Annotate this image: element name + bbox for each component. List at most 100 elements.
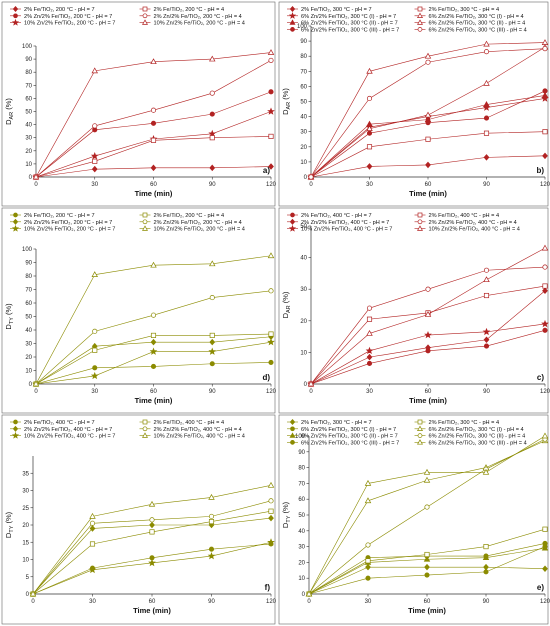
- data-point: [29, 590, 37, 597]
- data-point: [424, 311, 432, 317]
- legend-entry: 2% Zn/2% Fe/TiO₂, 400 °C - pH = 4: [139, 426, 242, 433]
- legend-marker: [142, 219, 148, 225]
- legend-marker: [290, 440, 295, 445]
- legend-label: 6% Zn/2% Fe/TiO₂, 300 °C (II) - pH = 4: [429, 434, 526, 440]
- x-axis-title: Time (min): [133, 606, 171, 615]
- legend-entry: 2% Fe/TiO₂, 300 °C - pH = 4: [414, 419, 499, 426]
- panel-frame: [278, 207, 549, 414]
- y-axis-title: DTY (%): [4, 511, 15, 538]
- y-tick-label: 30: [300, 287, 307, 293]
- legend-label: 2% Fe/TiO₂, 300 °C - pH = 4: [429, 7, 500, 13]
- legend-label: 2% Fe/TiO₂, 400 °C - pH = 7: [301, 213, 372, 219]
- data-point: [208, 493, 215, 500]
- legend-label: 2% Fe/TiO₂, 400 °C - pH = 4: [154, 420, 225, 426]
- data-point: [91, 165, 98, 173]
- y-tick-label: 50: [298, 513, 305, 519]
- y-tick-label: 40: [300, 256, 307, 262]
- y-tick-label: 40: [298, 529, 305, 535]
- legend-label: 6% Zn/2% Fe/TiO₂, 300 °C (I) - pH = 4: [429, 14, 524, 20]
- legend-entry: 10% Zn/2% Fe/TiO₂, 200 °C - pH = 4: [139, 225, 245, 233]
- legend-entry: 6% Zn/2% Fe/TiO₂, 300 °C (III) - pH = 4: [414, 27, 527, 33]
- data-point: [541, 432, 549, 439]
- y-tick-label: 30: [25, 342, 32, 348]
- x-tick-label: 0: [309, 389, 313, 395]
- y-tick-label: 100: [297, 24, 308, 30]
- legend-entry: 10% Zn/2% Fe/TiO₂, 400 °C - pH = 4: [414, 225, 520, 233]
- series-6: [32, 252, 275, 387]
- legend-entry: 10% Zn/2% Fe/TiO₂, 200 °C - pH = 4: [139, 19, 245, 27]
- legend-marker: [142, 419, 148, 425]
- legend-label: 6% Zn/2% Fe/TiO₂, 300 °C (III) - pH = 4: [429, 27, 527, 33]
- data-point: [207, 552, 216, 560]
- data-point: [366, 144, 373, 150]
- y-tick-label: 30: [300, 130, 307, 136]
- data-point: [149, 529, 155, 535]
- x-tick-label: 90: [483, 389, 490, 395]
- data-point: [542, 540, 548, 546]
- data-point: [366, 125, 373, 132]
- legend-entry: 6% Zn/2% Fe/TiO₂, 300 °C (III) - pH = 4: [414, 439, 527, 446]
- data-point: [150, 137, 157, 143]
- series-line: [308, 440, 546, 595]
- y-tick-label: 10: [298, 576, 305, 582]
- data-point: [483, 292, 490, 299]
- legend-entry: 2% Zn/2% Fe/TiO₂, 200 °C - pH = 4: [139, 219, 242, 226]
- data-point: [365, 563, 371, 571]
- chart-panel-a: 0 30 60 90 120 0 10 20 30 40 50 60 70 80 90 100 Time (mi…: [1, 1, 277, 207]
- series-6: [29, 481, 275, 597]
- legend-entry: 6% Zn/2% Fe/TiO₂, 300 °C (II) - pH = 4: [414, 19, 525, 27]
- legend-entry: 2% Fe/TiO₂, 300 °C - pH = 7: [287, 5, 372, 13]
- legend-label: 2% Fe/TiO₂, 300 °C - pH = 7: [301, 7, 372, 13]
- y-tick-label: 70: [25, 288, 32, 294]
- data-point: [89, 541, 96, 547]
- y-tick-label: 20: [25, 149, 32, 155]
- chart-panel-c: 0 30 60 90 120 0 10 20 30 40 50 Time (min) DAR (%) c)…: [278, 207, 550, 414]
- legend-label: 2% Zn/2% Fe/TiO₂, 400 °C - pH = 4: [429, 220, 517, 226]
- legend-label: 6% Zn/2% Fe/TiO₂, 300 °C (III) - pH = 7: [301, 27, 399, 33]
- data-point: [424, 572, 430, 578]
- series-line: [35, 60, 272, 178]
- legend-label: 10% Zn/2% Fe/TiO₂, 400 °C - pH = 7: [24, 434, 115, 440]
- data-point: [483, 343, 490, 349]
- data-point: [366, 316, 373, 322]
- x-tick-label: 90: [483, 599, 490, 605]
- legend-label: 10% Zn/2% Fe/TiO₂, 400 °C - pH = 7: [301, 227, 392, 233]
- legend-entry: 2% Fe/TiO₂, 300 °C - pH = 4: [414, 6, 500, 13]
- y-tick-label: 50: [25, 315, 32, 321]
- data-point: [366, 95, 373, 102]
- x-axis-title: Time (min): [408, 606, 446, 615]
- legend-marker: [289, 19, 296, 25]
- data-point: [32, 173, 40, 180]
- legend-label: 2% Fe/TiO₂, 200 °C - pH = 7: [24, 213, 95, 219]
- legend-label: 6% Zn/2% Fe/TiO₂, 300 °C (II) - pH = 7: [301, 21, 398, 27]
- panel-frame: [1, 414, 276, 625]
- series-6: [305, 437, 549, 597]
- legend-label: 6% Zn/2% Fe/TiO₂, 300 °C (I) - pH = 7: [301, 427, 396, 433]
- data-point: [91, 271, 98, 277]
- legend-label: 6% Zn/2% Fe/TiO₂, 300 °C (I) - pH = 4: [429, 427, 524, 433]
- chart-panel-d: 0 30 60 90 120 0 10 20 30 40 50 60 70 80 90 100 Time (mi…: [1, 207, 277, 414]
- legend-label: 10% Zn/2% Fe/TiO₂, 400 °C - pH = 4: [154, 434, 245, 440]
- data-point: [366, 329, 373, 336]
- data-point: [542, 565, 548, 572]
- data-point: [425, 286, 431, 292]
- panel-label: f): [265, 583, 271, 592]
- data-point: [425, 120, 431, 126]
- legend-entry: 2% Fe/TiO₂, 300 °C - pH = 7: [287, 418, 372, 426]
- legend-label: 2% Fe/TiO₂, 400 °C - pH = 7: [24, 420, 95, 426]
- data-point: [209, 332, 215, 338]
- legend-entry: 2% Zn/2% Fe/TiO₂, 200 °C - pH = 4: [139, 13, 242, 20]
- data-point: [209, 164, 216, 172]
- legend-marker: [289, 218, 296, 225]
- legend-entry: 2% Fe/TiO₂, 400 °C - pH = 7: [10, 419, 95, 426]
- data-point: [308, 174, 314, 180]
- x-tick-label: 120: [266, 599, 277, 605]
- data-point: [364, 497, 372, 504]
- data-point: [89, 520, 96, 526]
- data-point: [148, 558, 156, 567]
- y-tick-label: 10: [300, 160, 307, 166]
- legend-marker: [11, 224, 20, 232]
- data-point: [542, 526, 548, 532]
- x-tick-label: 60: [150, 182, 157, 188]
